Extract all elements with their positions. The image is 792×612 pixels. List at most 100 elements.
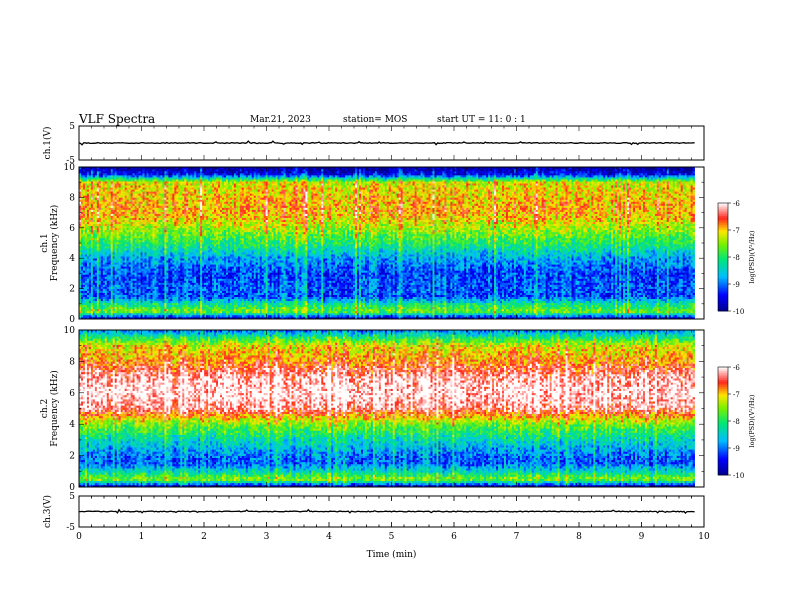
spectrogram-cell bbox=[93, 297, 95, 299]
spectrogram-cell bbox=[95, 216, 97, 218]
spectrogram-cell bbox=[95, 206, 97, 208]
spectrogram-cell bbox=[85, 193, 87, 195]
spectrogram-cell bbox=[89, 214, 91, 216]
spectrogram-cell bbox=[81, 252, 83, 254]
spectrogram-cell bbox=[95, 272, 97, 274]
spectrogram-cell bbox=[83, 234, 85, 236]
spectrogram-cell bbox=[87, 189, 89, 191]
spectrogram-cell bbox=[91, 301, 93, 303]
spectrogram-cell bbox=[93, 293, 95, 295]
spectrogram-cell bbox=[81, 291, 83, 293]
spectrogram-cell bbox=[89, 185, 91, 187]
spectrogram-cell bbox=[95, 293, 97, 295]
spectrogram-cell bbox=[91, 289, 93, 291]
spectrogram-cell bbox=[89, 244, 91, 246]
spectrogram-cell bbox=[89, 199, 91, 201]
spectrogram-cell bbox=[93, 264, 95, 266]
spectrogram-cell bbox=[89, 254, 91, 256]
spectrogram-cell bbox=[85, 208, 87, 210]
spectrogram-cell bbox=[91, 230, 93, 232]
spectrogram-cell bbox=[87, 260, 89, 262]
spectrogram-cell bbox=[83, 299, 85, 301]
spectrogram-cell bbox=[91, 185, 93, 187]
y-axis-label: ch.1(V) bbox=[42, 127, 53, 160]
spectrogram-cell bbox=[89, 256, 91, 258]
spectrogram-cell bbox=[95, 232, 97, 234]
spectrogram-cell bbox=[87, 171, 89, 173]
spectrogram-cell bbox=[89, 252, 91, 254]
spectrogram-cell bbox=[95, 230, 97, 232]
ch1-waveform-panel: 5-5ch.1(V) bbox=[42, 122, 704, 166]
spectrogram-cell bbox=[85, 260, 87, 262]
spectrogram-cell bbox=[85, 224, 87, 226]
spectrogram-cell bbox=[91, 210, 93, 212]
spectrogram-cell bbox=[97, 242, 99, 244]
spectrogram-cell bbox=[83, 278, 85, 280]
spectrogram-cell bbox=[95, 238, 97, 240]
spectrogram-cell bbox=[91, 222, 93, 224]
spectrogram-cell bbox=[95, 268, 97, 270]
spectrogram-cell bbox=[93, 208, 95, 210]
spectrogram-cell bbox=[91, 256, 93, 258]
spectrogram-cell bbox=[95, 301, 97, 303]
spectrogram-cell bbox=[87, 203, 89, 205]
spectrogram-cell bbox=[95, 222, 97, 224]
spectrogram-cell bbox=[87, 185, 89, 187]
spectrogram-cell bbox=[97, 250, 99, 252]
spectrogram-cell bbox=[91, 179, 93, 181]
spectrogram-cell bbox=[97, 268, 99, 270]
spectrogram-cell bbox=[93, 206, 95, 208]
spectrogram-cell bbox=[95, 289, 97, 291]
spectrogram-cell bbox=[97, 313, 99, 315]
spectrogram-cell bbox=[83, 185, 85, 187]
spectrogram-cell bbox=[91, 189, 93, 191]
spectrogram-cell bbox=[91, 181, 93, 183]
spectrogram-cell bbox=[81, 297, 83, 299]
spectrogram-cell bbox=[93, 250, 95, 252]
spectrogram-cell bbox=[93, 187, 95, 189]
spectrogram-cell bbox=[93, 216, 95, 218]
spectrogram-cell bbox=[95, 187, 97, 189]
spectrogram-cell bbox=[93, 311, 95, 313]
spectrogram-cell bbox=[81, 311, 83, 313]
spectrogram-cell bbox=[95, 242, 97, 244]
spectrogram-cell bbox=[93, 276, 95, 278]
spectrogram-cell bbox=[83, 177, 85, 179]
spectrogram-cell bbox=[83, 276, 85, 278]
spectrogram-cell bbox=[81, 193, 83, 195]
spectrogram-cell bbox=[85, 262, 87, 264]
spectrogram-cell bbox=[87, 187, 89, 189]
spectrogram-cell bbox=[93, 246, 95, 248]
spectrogram-cell bbox=[87, 199, 89, 201]
spectrogram-cell bbox=[85, 226, 87, 228]
spectrogram-cell bbox=[93, 303, 95, 305]
spectrogram-cell bbox=[95, 311, 97, 313]
spectrogram-cell bbox=[83, 272, 85, 274]
spectrogram-cell bbox=[83, 214, 85, 216]
spectrogram-cell bbox=[93, 299, 95, 301]
spectrogram-cell bbox=[85, 199, 87, 201]
spectrogram-cell bbox=[93, 258, 95, 260]
spectrogram-cell bbox=[89, 181, 91, 183]
spectrogram-cell bbox=[93, 224, 95, 226]
spectrogram-cell bbox=[91, 274, 93, 276]
spectrogram-cell bbox=[87, 252, 89, 254]
spectrogram-cell bbox=[85, 266, 87, 268]
spectrogram-cell bbox=[89, 280, 91, 282]
spectrogram-cell bbox=[93, 289, 95, 291]
spectrogram-cell bbox=[87, 280, 89, 282]
spectrogram-cell bbox=[87, 254, 89, 256]
spectrogram-cell bbox=[93, 222, 95, 224]
spectrogram-cell bbox=[91, 208, 93, 210]
spectrogram-cell bbox=[87, 240, 89, 242]
spectrogram-cell bbox=[87, 278, 89, 280]
spectrogram-cell bbox=[83, 208, 85, 210]
spectrogram-cell bbox=[93, 272, 95, 274]
spectrogram-cell bbox=[81, 266, 83, 268]
spectrogram-cell bbox=[91, 214, 93, 216]
spectrogram-cell bbox=[81, 270, 83, 272]
spectrogram-cell bbox=[91, 254, 93, 256]
spectrogram-cell bbox=[95, 256, 97, 258]
spectrogram-cell bbox=[81, 268, 83, 270]
spectrogram-cell bbox=[97, 220, 99, 222]
